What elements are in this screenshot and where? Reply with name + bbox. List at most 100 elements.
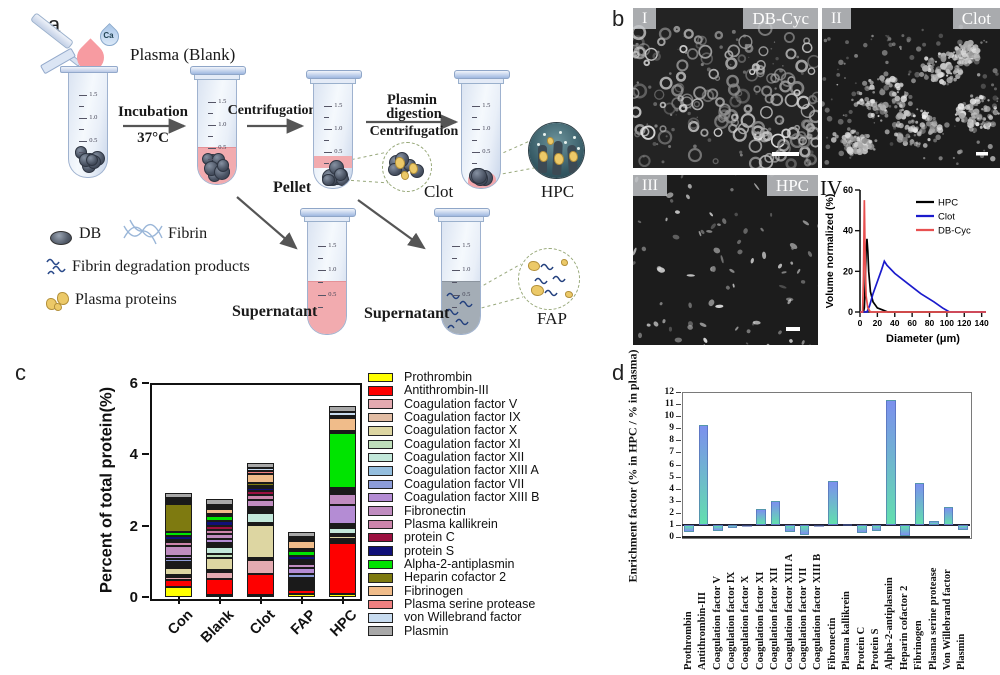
y-tick-label: 10 bbox=[664, 411, 675, 422]
bar-segment bbox=[165, 531, 192, 536]
db-particle-icon bbox=[471, 168, 487, 184]
enrichment-bar bbox=[684, 524, 694, 532]
bar-segment bbox=[288, 590, 315, 594]
bar-segment bbox=[206, 594, 233, 597]
legend-label: Fibronectin bbox=[404, 503, 466, 518]
bar-segment bbox=[288, 537, 315, 540]
legend-item: Coagulation factor IX bbox=[368, 411, 521, 424]
enrichment-bar bbox=[929, 521, 939, 525]
bar-segment bbox=[165, 535, 192, 540]
bar-segment bbox=[329, 505, 356, 524]
legend-item: Coagulation factor XIII B bbox=[368, 491, 540, 504]
bar-segment bbox=[247, 491, 274, 496]
x-category-label: Von Willebrand factor bbox=[941, 569, 953, 670]
tube-tick bbox=[79, 152, 85, 154]
stacked-bar-con bbox=[165, 492, 192, 597]
tube-tick bbox=[79, 106, 85, 108]
bar-segment bbox=[329, 593, 356, 597]
legend-item: Coagulation factor X bbox=[368, 424, 517, 437]
legend-label: Fibrinogen bbox=[404, 583, 464, 598]
protein-chart-ylabel: Percent of total protein(%) bbox=[97, 386, 116, 594]
bar-segment bbox=[288, 593, 315, 597]
bar-segment bbox=[329, 418, 356, 431]
fibrin-icon bbox=[123, 219, 163, 245]
bar-segment bbox=[288, 584, 315, 587]
enrichment-bar bbox=[756, 509, 766, 525]
legend-item: Coagulation factor XIII A bbox=[368, 464, 539, 477]
centrifugation-label-2: Centrifugation bbox=[369, 124, 459, 139]
x-category-label: Antithrombin-III bbox=[697, 592, 709, 670]
bar-segment bbox=[288, 541, 315, 550]
legend-item: protein S bbox=[368, 544, 454, 558]
x-category-label: Coagulation factor V bbox=[711, 575, 723, 670]
bar-segment bbox=[206, 557, 233, 571]
y-tick bbox=[142, 453, 149, 456]
svg-text:HPC: HPC bbox=[938, 198, 958, 209]
y-tick bbox=[676, 476, 681, 478]
sem-image-clot: II Clot bbox=[822, 8, 1000, 168]
clot-label: Clot bbox=[424, 182, 454, 201]
bar-segment bbox=[329, 543, 356, 594]
tube-tick bbox=[318, 294, 327, 296]
tube-tick bbox=[472, 117, 478, 119]
enrichment-bar bbox=[713, 524, 723, 531]
tube-pellet: 1.5 1.0 0.5 bbox=[306, 70, 362, 189]
legend-swatch bbox=[368, 452, 393, 463]
bar-segment bbox=[247, 511, 274, 514]
enrichment-bar bbox=[770, 500, 781, 525]
bar-segment bbox=[206, 542, 233, 545]
x-tick bbox=[300, 597, 303, 604]
legend-label: Coagulation factor X bbox=[404, 423, 518, 438]
legend-swatch bbox=[368, 399, 393, 409]
legend-swatch bbox=[368, 613, 393, 623]
x-category-label: Protein C bbox=[855, 626, 867, 670]
x-category-label: Protein S bbox=[869, 628, 881, 670]
bar-segment bbox=[247, 474, 274, 483]
legend-swatch bbox=[368, 426, 393, 436]
bar-segment bbox=[165, 501, 192, 504]
bar-segment bbox=[329, 411, 356, 417]
enrichment-bar bbox=[886, 400, 896, 525]
tube-tick bbox=[472, 163, 478, 165]
y-tick-label: 6 bbox=[129, 375, 138, 392]
enrichment-bar bbox=[785, 524, 795, 533]
bar-segment bbox=[165, 503, 192, 532]
tube-supernatant-2: 1.5 1.0 0.5 bbox=[434, 208, 490, 335]
tube-tick-label: 1.5 bbox=[482, 101, 491, 109]
bar-segment bbox=[165, 580, 192, 588]
bar-segment bbox=[329, 541, 356, 544]
bar-segment bbox=[329, 533, 356, 536]
sem-numeral-2: II bbox=[822, 8, 851, 29]
tube-tick bbox=[452, 294, 461, 296]
hpc-label: HPC bbox=[541, 182, 575, 201]
calcium-label: Ca bbox=[103, 31, 114, 41]
enrichment-bar bbox=[698, 424, 709, 525]
bar-segment bbox=[329, 525, 356, 528]
bar-segment bbox=[247, 509, 274, 512]
y-tick-label: 0 bbox=[669, 532, 674, 542]
bar-segment bbox=[247, 468, 274, 472]
legend-swatch bbox=[368, 386, 393, 396]
enrichment-chart-ylabel: Enrichment factor (% in HPC / % in plasm… bbox=[625, 349, 640, 583]
temperature-label: 37°C bbox=[137, 130, 169, 146]
bar-segment bbox=[165, 566, 192, 569]
bar-segment bbox=[329, 494, 356, 506]
legend-label: Antithrombin-III bbox=[404, 383, 489, 398]
pellet-label: Pellet bbox=[273, 179, 312, 196]
bar-segment bbox=[329, 535, 356, 540]
x-category-label: Coagulation factor XI bbox=[754, 571, 766, 670]
enrichment-bar bbox=[943, 507, 954, 525]
bar-segment bbox=[206, 554, 233, 558]
legend-label: Plasma serine protease bbox=[404, 596, 536, 611]
bar-segment bbox=[247, 485, 274, 488]
legend-swatch bbox=[368, 559, 393, 570]
tube-cap bbox=[300, 208, 356, 217]
tube-tick bbox=[318, 245, 327, 247]
bar-segment bbox=[165, 497, 192, 500]
y-tick bbox=[676, 440, 681, 442]
sem-tag-clot: Clot bbox=[952, 8, 1000, 29]
supernatant-2-label: Supernatant bbox=[364, 305, 450, 322]
tube-tick-label: 0.5 bbox=[328, 290, 337, 298]
legend-label: Coagulation factor XIII B bbox=[404, 490, 540, 505]
tube-tick bbox=[79, 140, 88, 142]
